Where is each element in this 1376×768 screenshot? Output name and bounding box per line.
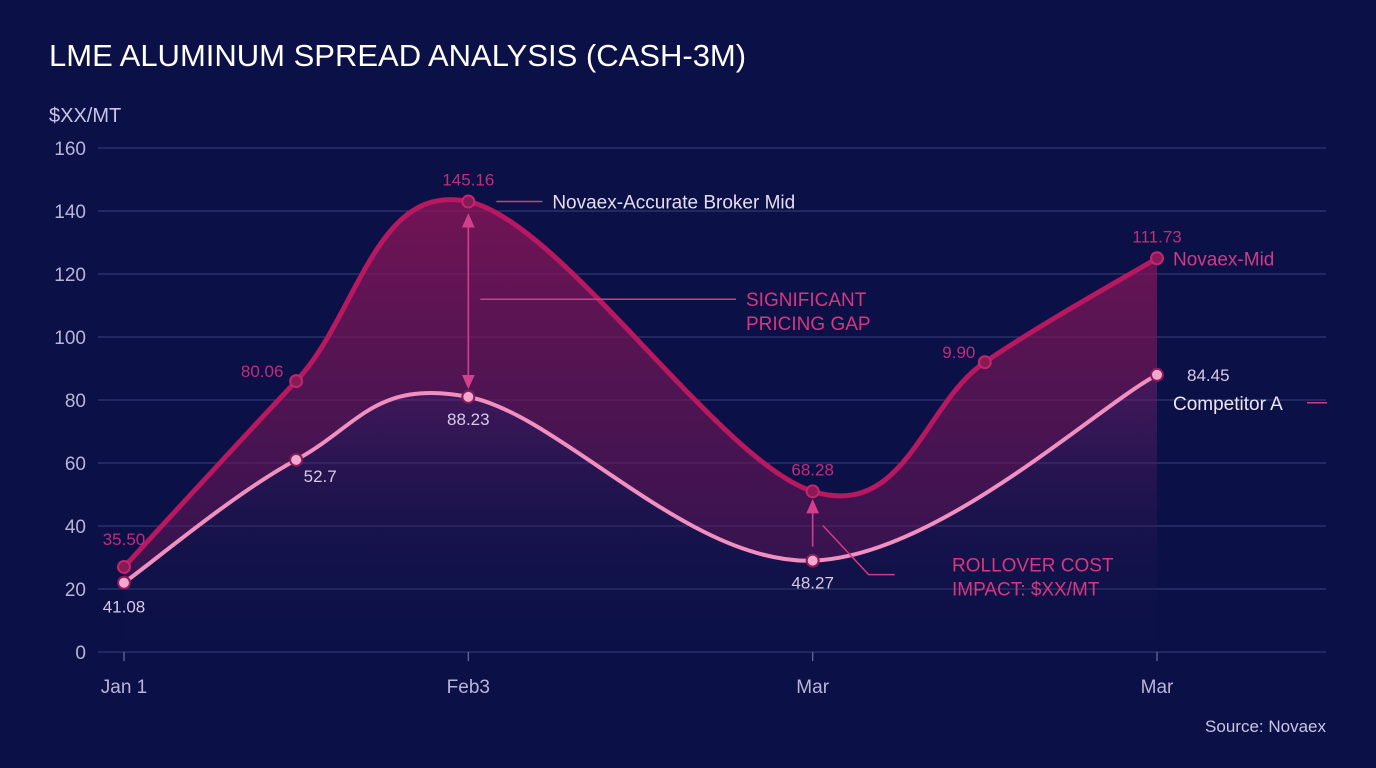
area-spread-gap [124, 199, 1157, 583]
leader-line-rollover [822, 524, 895, 576]
data-label-competitor-a: 84.45 [1187, 366, 1230, 385]
data-point-novaex-mid [977, 355, 992, 370]
annotation-pricing-gap: SIGNIFICANT [746, 290, 867, 311]
data-point-competitor-a [461, 389, 476, 404]
data-point-novaex-mid [289, 374, 304, 389]
data-point-novaex-mid [461, 194, 476, 209]
annotation-broker-mid: Novaex-Accurate Broker Mid [552, 193, 795, 214]
label-layer: 35.50 80.06 145.16 68.28 9.90 111.73 41.08 52.7… [103, 171, 1327, 617]
data-label-novaex-mid: 111.73 [1132, 227, 1181, 246]
y-tick-label: 80 [65, 391, 86, 412]
x-tick-label: Mar [796, 677, 829, 698]
data-label-novaex-mid: 80.06 [241, 362, 284, 381]
chart-title: LME ALUMINUM SPREAD ANALYSIS (CASH-3M) [49, 38, 746, 73]
point-layer [117, 194, 1164, 590]
y-tick-label: 160 [54, 139, 86, 160]
data-point-competitor-a [117, 575, 131, 590]
data-label-competitor-a: 41.08 [103, 598, 146, 617]
data-point-competitor-a [805, 553, 820, 568]
y-tick-label: 60 [65, 454, 86, 475]
y-tick-label: 0 [75, 643, 86, 664]
annotation-rollover: IMPACT: $XX/MT [952, 580, 1100, 601]
annotation-pricing-gap: PRICING GAP [746, 314, 871, 335]
y-tick-label: 40 [65, 517, 86, 538]
source-note: Source: Novaex [1205, 717, 1326, 736]
data-label-competitor-a: 88.23 [447, 410, 490, 429]
annotation-layer: Novaex-Accurate Broker Mid SIGNIFICANT PRI… [461, 193, 1114, 601]
data-label-novaex-mid: 145.16 [442, 171, 494, 190]
area-layer [124, 199, 1157, 652]
data-point-competitor-a [289, 452, 304, 467]
x-tick-label: Mar [1141, 677, 1174, 698]
y-tick-label: 100 [54, 328, 86, 349]
data-label-competitor-a: 52.7 [304, 467, 337, 486]
annotation-rollover: ROLLOVER COST [952, 556, 1114, 577]
data-point-competitor-a [1150, 367, 1164, 382]
y-tick-label: 140 [54, 202, 86, 223]
data-label-novaex-mid: 35.50 [103, 530, 146, 549]
data-label-novaex-mid: 9.90 [942, 343, 975, 362]
y-axis-label: $XX/MT [49, 105, 121, 127]
data-point-novaex-mid [117, 559, 131, 574]
x-tick-label: Feb3 [447, 677, 490, 698]
data-point-novaex-mid [1150, 251, 1164, 266]
x-tick-label: Jan 1 [101, 677, 147, 698]
series-label-competitor-a: Competitor A [1173, 394, 1283, 415]
y-tick-label: 120 [54, 265, 86, 286]
data-point-novaex-mid [805, 484, 820, 499]
data-label-novaex-mid: 68.28 [791, 460, 834, 479]
series-line-competitor-a [122, 372, 1159, 585]
series-label-novaex-mid: Novaex-Mid [1173, 249, 1274, 270]
data-label-competitor-a: 48.27 [791, 574, 834, 593]
area-competitor-a [124, 374, 1157, 652]
y-tick-label: 20 [65, 580, 86, 601]
